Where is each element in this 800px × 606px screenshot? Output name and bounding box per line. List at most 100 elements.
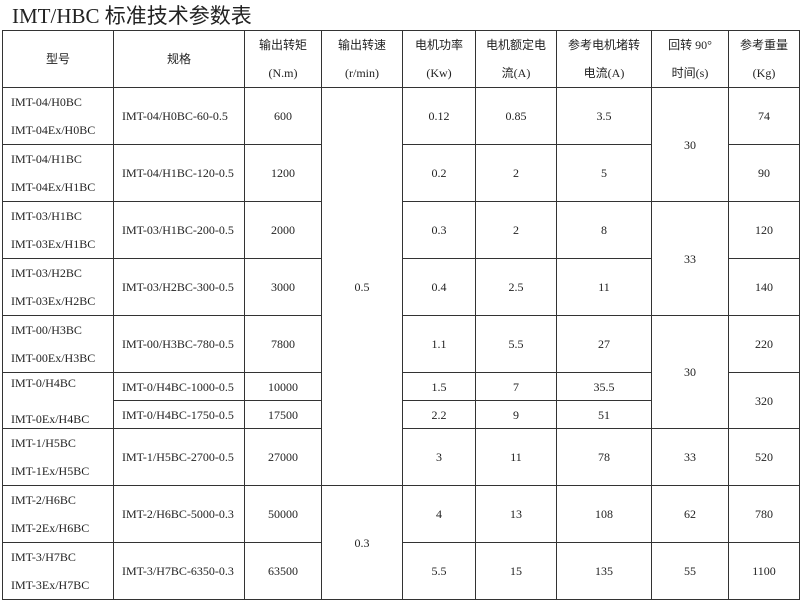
table-cell: 33 <box>651 428 729 486</box>
model-name: IMT-03/H1BC <box>11 209 82 223</box>
model-name: IMT-1/H5BC <box>11 436 76 450</box>
model-name: IMT-04Ex/H1BC <box>11 180 96 194</box>
table-cell: IMT-03/H1BC-200-0.5 <box>113 201 245 259</box>
model-name: IMT-00/H3BC <box>11 323 82 337</box>
column-header-line: (Kg) <box>752 66 776 80</box>
model-cell: IMT-0/H4BC IMT-0Ex/H4BC <box>2 372 114 429</box>
table-cell: 0.5 <box>321 87 403 486</box>
table-cell: 50000 <box>244 485 322 543</box>
table-cell: 320 <box>728 372 800 429</box>
table-cell: IMT-04/H1BC-120-0.5 <box>113 144 245 202</box>
table-cell: IMT-00/H3BC-780-0.5 <box>113 315 245 373</box>
column-header-line: 流(A) <box>501 66 531 80</box>
table-cell: 1.1 <box>402 315 476 373</box>
table-cell: 135 <box>556 542 652 600</box>
table-cell: 2 <box>475 201 557 259</box>
table-cell: 1100 <box>728 542 800 600</box>
table-cell: 140 <box>728 258 800 316</box>
table-cell: IMT-0/H4BC-1750-0.5 <box>113 400 245 429</box>
table-cell: 30 <box>651 315 729 429</box>
table-cell: 3 <box>402 428 476 486</box>
table-cell: 8 <box>556 201 652 259</box>
table-cell: 7 <box>475 372 557 401</box>
model-cell: IMT-00/H3BC IMT-00Ex/H3BC <box>2 315 114 373</box>
table-row: IMT-0/H4BC IMT-0Ex/H4BC IMT-0/H4BC-1000-0.… <box>2 372 800 429</box>
table-cell: 3000 <box>244 258 322 316</box>
table-cell: 4 <box>402 485 476 543</box>
model-cell: IMT-3/H7BC IMT-3Ex/H7BC <box>2 542 114 600</box>
table-cell: 5 <box>556 144 652 202</box>
table-cell: 1200 <box>244 144 322 202</box>
model-name: IMT-2/H6BC <box>11 493 76 507</box>
column-header-line: 电机功率 <box>414 38 463 52</box>
table-cell: 120 <box>728 201 800 259</box>
column-header-line: 电流(A) <box>583 66 625 80</box>
page-title: IMT/HBC 标准技术参数表 <box>12 4 252 28</box>
table-cell: IMT-1/H5BC-2700-0.5 <box>113 428 245 486</box>
table-cell: 33 <box>651 201 729 316</box>
column-header-line: 电机额定电 <box>485 38 546 52</box>
model-name: IMT-03Ex/H1BC <box>11 237 96 251</box>
column-header-line: (r/min) <box>345 66 379 80</box>
table-cell: 0.3 <box>402 201 476 259</box>
column-header: 型号 <box>2 30 114 88</box>
table-row: IMT-03/H2BC IMT-03Ex/H2BC IMT-03/H2BC-300-… <box>2 258 800 316</box>
table-cell: 27 <box>556 315 652 373</box>
table-cell: 1.5 <box>402 372 476 401</box>
table-cell: 2000 <box>244 201 322 259</box>
model-cell: IMT-03/H1BC IMT-03Ex/H1BC <box>2 201 114 259</box>
model-cell: IMT-04/H1BC IMT-04Ex/H1BC <box>2 144 114 202</box>
table-cell: 11 <box>475 428 557 486</box>
model-cell: IMT-03/H2BC IMT-03Ex/H2BC <box>2 258 114 316</box>
table-row: IMT-2/H6BC IMT-2Ex/H6BC IMT-2/H6BC-5000-0.… <box>2 485 800 600</box>
column-header-line: 规格 <box>166 52 191 66</box>
model-name: IMT-04/H0BC <box>11 95 82 109</box>
column-header: 电机额定电流(A) <box>475 30 557 88</box>
column-header-line: (Kw) <box>426 66 452 80</box>
table-cell: 5.5 <box>402 542 476 600</box>
table-cell: 74 <box>728 87 800 145</box>
table-cell: 78 <box>556 428 652 486</box>
table-cell: 220 <box>728 315 800 373</box>
table-cell: 55 <box>651 542 729 600</box>
table-cell: 5.5 <box>475 315 557 373</box>
table-cell: 27000 <box>244 428 322 486</box>
table-cell: 51 <box>556 400 652 429</box>
table-cell: 780 <box>728 485 800 543</box>
table-cell: IMT-04/H0BC-60-0.5 <box>113 87 245 145</box>
column-header-line: 时间(s) <box>671 66 709 80</box>
table-cell: 0.3 <box>321 485 403 600</box>
column-header: 规格 <box>113 30 245 88</box>
model-name: IMT-04/H1BC <box>11 152 82 166</box>
table-cell: 0.12 <box>402 87 476 145</box>
table-cell: 13 <box>475 485 557 543</box>
table-cell: 2.2 <box>402 400 476 429</box>
table-cell: 0.2 <box>402 144 476 202</box>
column-header: 参考电机堵转 电流(A) <box>556 30 652 88</box>
table-row: IMT-03/H1BC IMT-03Ex/H1BC IMT-03/H1BC-200-… <box>2 201 800 316</box>
model-name: IMT-00Ex/H3BC <box>11 351 96 365</box>
model-name: IMT-03Ex/H2BC <box>11 294 96 308</box>
column-header-line: 回转 90° <box>668 38 712 52</box>
model-name: IMT-1Ex/H5BC <box>11 464 90 478</box>
table-row: IMT-04/H1BC IMT-04Ex/H1BC IMT-04/H1BC-120-… <box>2 144 800 202</box>
table-cell: IMT-2/H6BC-5000-0.3 <box>113 485 245 543</box>
table-cell: 7800 <box>244 315 322 373</box>
model-cell: IMT-1/H5BC IMT-1Ex/H5BC <box>2 428 114 486</box>
column-header-line: (N.m) <box>268 66 298 80</box>
column-header: 电机功率 (Kw) <box>402 30 476 88</box>
model-name: IMT-2Ex/H6BC <box>11 521 90 535</box>
table-cell: 30 <box>651 87 729 202</box>
table-cell: 90 <box>728 144 800 202</box>
table-cell: 2 <box>475 144 557 202</box>
model-cell: IMT-2/H6BC IMT-2Ex/H6BC <box>2 485 114 543</box>
model-name: IMT-3Ex/H7BC <box>11 578 90 592</box>
column-header: 回转 90° 时间(s) <box>651 30 729 88</box>
table-cell: 63500 <box>244 542 322 600</box>
table-cell: IMT-03/H2BC-300-0.5 <box>113 258 245 316</box>
column-header-line: 参考电机堵转 <box>567 38 640 52</box>
table-cell: 11 <box>556 258 652 316</box>
table-cell: IMT-3/H7BC-6350-0.3 <box>113 542 245 600</box>
table-cell: 520 <box>728 428 800 486</box>
header-row: 型号 规格 输出转矩 (N.m) 输出转速 (r/min) 电机功率 (Kw) 电机额定电 流(A… <box>2 30 800 88</box>
